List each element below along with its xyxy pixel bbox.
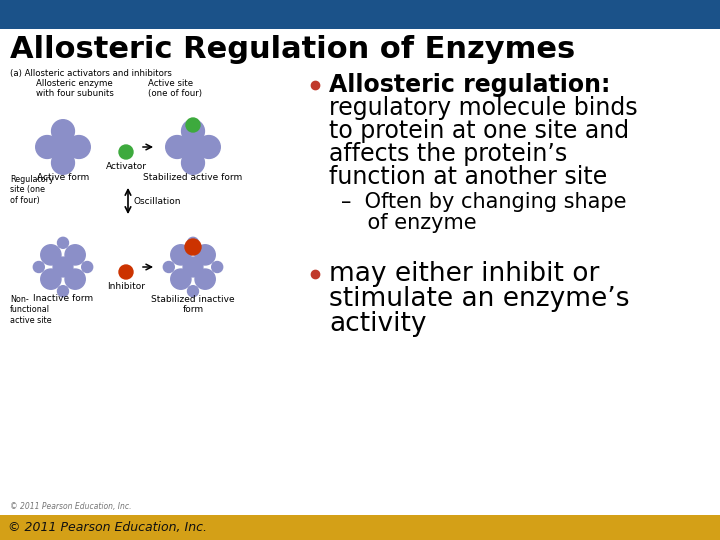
Circle shape: [163, 261, 174, 273]
Text: –  Often by changing shape: – Often by changing shape: [341, 192, 626, 212]
Text: activity: activity: [329, 311, 426, 337]
Circle shape: [58, 237, 68, 248]
Text: Activator: Activator: [106, 162, 146, 171]
Circle shape: [50, 134, 76, 160]
Circle shape: [181, 151, 204, 174]
Text: Stabilized inactive
form: Stabilized inactive form: [151, 295, 235, 314]
Text: Allosteric Regulation of Enzymes: Allosteric Regulation of Enzymes: [10, 35, 575, 64]
Circle shape: [58, 286, 68, 296]
Circle shape: [186, 118, 200, 132]
Circle shape: [183, 257, 203, 277]
Text: may either inhibit or: may either inhibit or: [329, 261, 599, 287]
Circle shape: [41, 245, 61, 265]
Text: Stabilized active form: Stabilized active form: [143, 173, 243, 182]
Circle shape: [33, 261, 45, 273]
Text: Allosteric enzyme
with four subunits: Allosteric enzyme with four subunits: [36, 79, 114, 98]
Text: Oscillation: Oscillation: [134, 197, 181, 206]
Circle shape: [171, 269, 191, 289]
Circle shape: [212, 261, 222, 273]
Circle shape: [65, 245, 85, 265]
Circle shape: [181, 120, 204, 143]
Text: Regulatory
site (one
of four): Regulatory site (one of four): [10, 175, 54, 205]
Circle shape: [65, 269, 85, 289]
Circle shape: [185, 239, 201, 255]
Text: © 2011 Pearson Education, Inc.: © 2011 Pearson Education, Inc.: [10, 502, 132, 511]
Circle shape: [187, 237, 199, 248]
Circle shape: [166, 136, 189, 158]
Circle shape: [53, 257, 73, 277]
Circle shape: [195, 269, 215, 289]
Circle shape: [68, 136, 90, 158]
Text: regulatory molecule binds: regulatory molecule binds: [329, 96, 638, 120]
Circle shape: [119, 145, 133, 159]
Circle shape: [36, 136, 58, 158]
Text: Active form: Active form: [37, 173, 89, 182]
Text: Allosteric regulation:: Allosteric regulation:: [329, 73, 611, 97]
Text: © 2011 Pearson Education, Inc.: © 2011 Pearson Education, Inc.: [8, 521, 207, 534]
Text: stimulate an enzyme’s: stimulate an enzyme’s: [329, 286, 629, 312]
Bar: [0, 0, 720, 29]
Text: Inhibitor: Inhibitor: [107, 282, 145, 291]
Circle shape: [52, 120, 74, 143]
Circle shape: [119, 265, 133, 279]
Circle shape: [81, 261, 93, 273]
Circle shape: [171, 245, 191, 265]
Text: of enzyme: of enzyme: [341, 213, 477, 233]
Text: to protein at one site and: to protein at one site and: [329, 119, 629, 143]
Text: Non-
functional
active site: Non- functional active site: [10, 295, 52, 325]
Text: (a) Allosteric activators and inhibitors: (a) Allosteric activators and inhibitors: [10, 69, 172, 78]
Bar: [0, 515, 720, 540]
Circle shape: [187, 286, 199, 296]
Circle shape: [197, 136, 220, 158]
Circle shape: [195, 245, 215, 265]
Text: function at another site: function at another site: [329, 165, 607, 189]
Circle shape: [180, 134, 206, 160]
Circle shape: [52, 151, 74, 174]
Text: Inactive form: Inactive form: [33, 294, 93, 303]
Text: affects the protein’s: affects the protein’s: [329, 142, 567, 166]
Circle shape: [41, 269, 61, 289]
Text: Active site
(one of four): Active site (one of four): [148, 79, 202, 98]
